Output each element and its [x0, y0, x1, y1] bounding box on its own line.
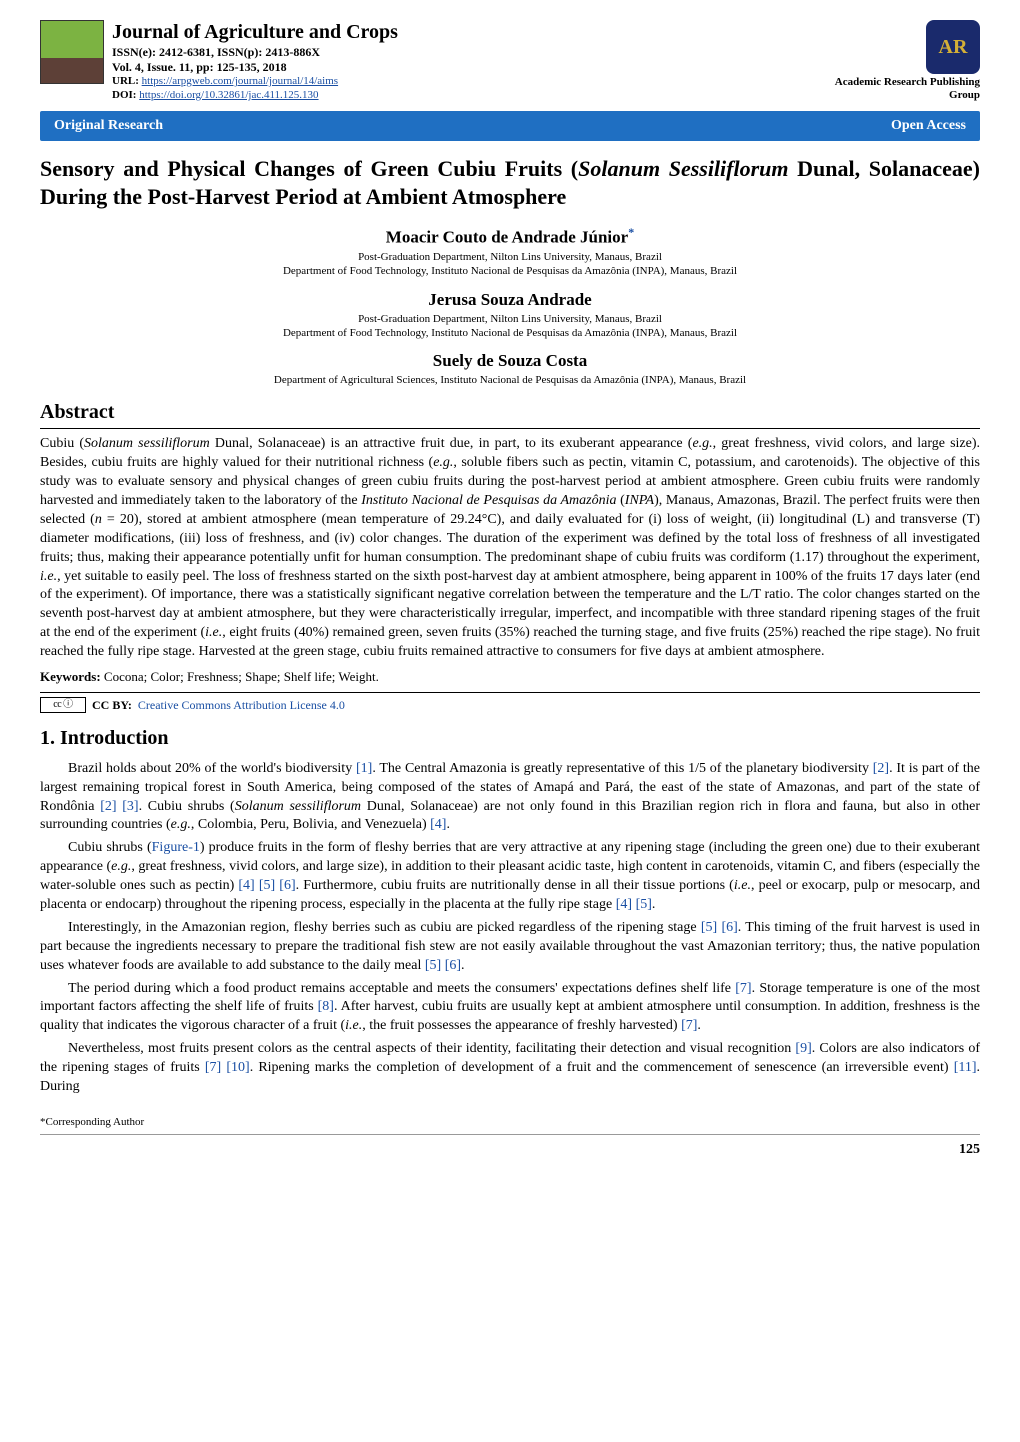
keywords-label: Keywords:: [40, 669, 101, 684]
author-2-aff-1: Post-Graduation Department, Nilton Lins …: [40, 312, 980, 326]
cc-row: cc ⓘ CC BY: Creative Commons Attribution…: [40, 692, 980, 713]
author-1-aff-2: Department of Food Technology, Instituto…: [40, 264, 980, 278]
cc-license-link[interactable]: Creative Commons Attribution License 4.0: [138, 697, 345, 713]
author-name-2: Jerusa Souza Andrade: [40, 289, 980, 312]
author-3-aff-1: Department of Agricultural Sciences, Ins…: [40, 373, 980, 387]
intro-body: Brazil holds about 20% of the world's bi…: [40, 760, 980, 1097]
title-italic: Solanum Sessiliflorum: [578, 156, 788, 181]
journal-url-row: URL: https://arpgweb.com/journal/journal…: [112, 75, 398, 89]
header-right: AR Academic Research Publishing Group: [835, 20, 980, 102]
author-block-3: Suely de Souza Costa Department of Agric…: [40, 350, 980, 387]
intro-p1: Brazil holds about 20% of the world's bi…: [40, 760, 980, 836]
footer-note: *Corresponding Author: [40, 1115, 980, 1130]
doi-label: DOI:: [112, 89, 136, 101]
journal-doi-row: DOI: https://doi.org/10.32861/jac.411.12…: [112, 89, 398, 103]
banner-left: Original Research: [54, 117, 163, 136]
header-left: Journal of Agriculture and Crops ISSN(e)…: [40, 20, 398, 103]
journal-info: Journal of Agriculture and Crops ISSN(e)…: [112, 20, 398, 103]
page-number: 125: [40, 1141, 980, 1160]
article-type-banner: Original Research Open Access: [40, 111, 980, 142]
author-name-3: Suely de Souza Costa: [40, 350, 980, 373]
publisher-name-1: Academic Research Publishing: [835, 76, 980, 89]
corresponding-mark: *: [628, 225, 634, 239]
journal-header: Journal of Agriculture and Crops ISSN(e)…: [40, 20, 980, 103]
journal-logo: [40, 20, 104, 84]
journal-url-link[interactable]: https://arpgweb.com/journal/journal/14/a…: [142, 75, 338, 87]
banner-right: Open Access: [891, 117, 966, 136]
intro-p2: Cubiu shrubs (Figure-1) produce fruits i…: [40, 839, 980, 915]
abstract-body: Cubiu (Solanum sessiliflorum Dunal, Sola…: [40, 435, 980, 662]
intro-heading: 1. Introduction: [40, 725, 980, 754]
cc-badge-icon: cc ⓘ: [40, 697, 86, 713]
intro-p3: Interestingly, in the Amazonian region, …: [40, 919, 980, 976]
footer-rule: [40, 1134, 980, 1135]
paper-title: Sensory and Physical Changes of Green Cu…: [40, 155, 980, 210]
author-2-aff-2: Department of Food Technology, Instituto…: [40, 326, 980, 340]
keywords-text: Cocona; Color; Freshness; Shape; Shelf l…: [101, 669, 379, 684]
author-name-1: Moacir Couto de Andrade Júnior*: [40, 224, 980, 250]
publisher-name-2: Group: [835, 89, 980, 102]
journal-volume: Vol. 4, Issue. 11, pp: 125-135, 2018: [112, 60, 398, 75]
author-1-name-text: Moacir Couto de Andrade Júnior: [386, 228, 628, 247]
author-block-2: Jerusa Souza Andrade Post-Graduation Dep…: [40, 289, 980, 341]
abstract-heading: Abstract: [40, 399, 980, 429]
intro-p4: The period during which a food product r…: [40, 980, 980, 1037]
intro-p5: Nevertheless, most fruits present colors…: [40, 1040, 980, 1097]
journal-doi-link[interactable]: https://doi.org/10.32861/jac.411.125.130: [139, 89, 318, 101]
url-label: URL:: [112, 75, 139, 87]
cc-by-label: CC BY:: [92, 697, 132, 713]
keywords-row: Keywords: Cocona; Color; Freshness; Shap…: [40, 668, 980, 686]
journal-title: Journal of Agriculture and Crops: [112, 20, 398, 45]
author-1-aff-1: Post-Graduation Department, Nilton Lins …: [40, 250, 980, 264]
publisher-logo: AR: [926, 20, 980, 74]
journal-issn: ISSN(e): 2412-6381, ISSN(p): 2413-886X: [112, 45, 398, 60]
author-block-1: Moacir Couto de Andrade Júnior* Post-Gra…: [40, 224, 980, 278]
